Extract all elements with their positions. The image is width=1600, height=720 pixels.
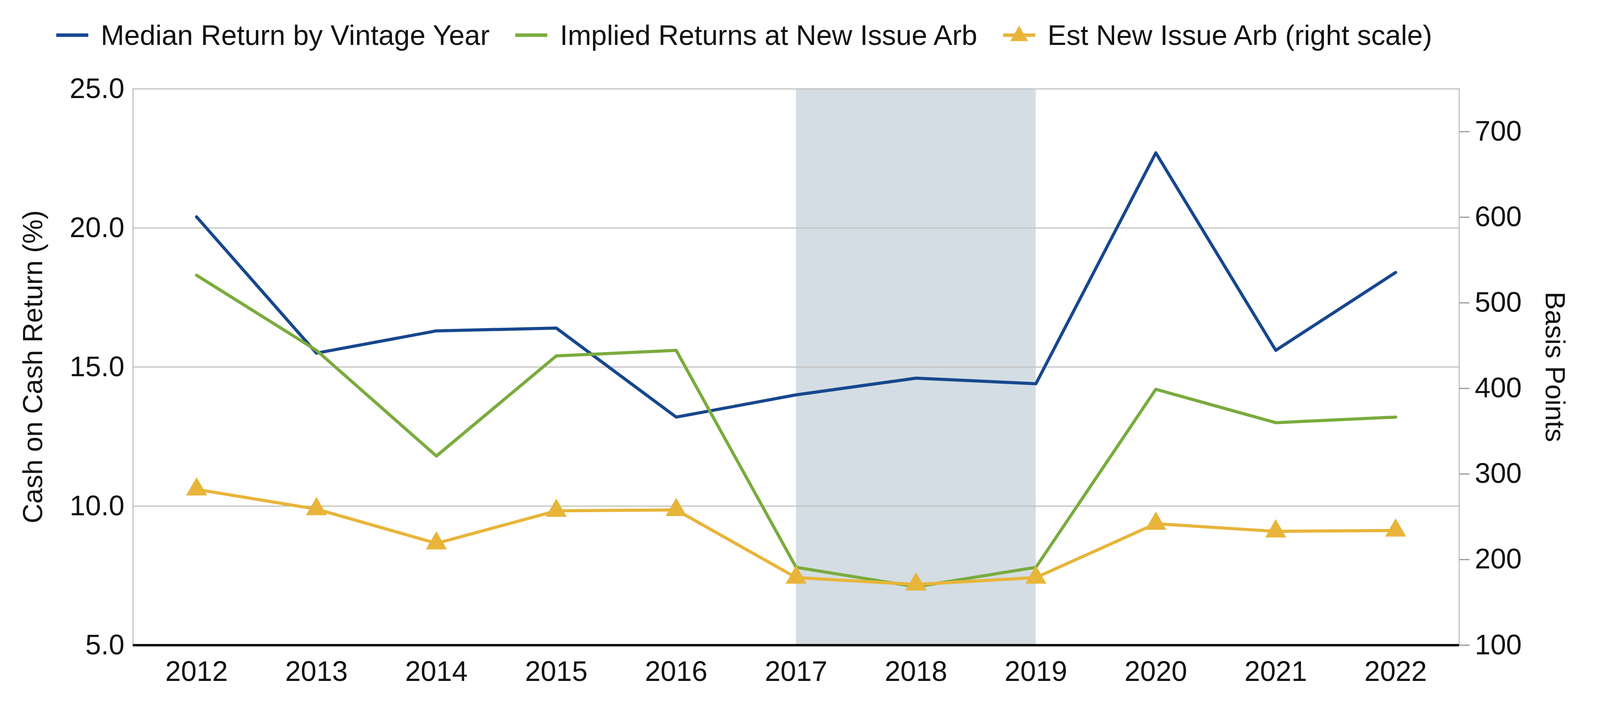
svg-text:20.0: 20.0 bbox=[69, 211, 125, 243]
svg-text:Cash on Cash Return (%): Cash on Cash Return (%) bbox=[17, 210, 49, 524]
html-text:Est New Issue Arb (right scale: Est New Issue Arb (right scale) bbox=[1047, 19, 1433, 51]
svg-text:2017: 2017 bbox=[764, 655, 828, 687]
svg-text:2014: 2014 bbox=[405, 655, 468, 687]
html-text:Median Return by Vintage Year: Median Return by Vintage Year bbox=[100, 19, 490, 51]
svg-text:2018: 2018 bbox=[884, 655, 948, 687]
svg-text:100: 100 bbox=[1475, 628, 1522, 661]
svg-text:Basis Points: Basis Points bbox=[1539, 291, 1571, 442]
svg-text:2013: 2013 bbox=[285, 655, 348, 687]
svg-text:5.0: 5.0 bbox=[85, 628, 125, 661]
html-text:Implied Returns at New Issue A: Implied Returns at New Issue Arb bbox=[559, 19, 978, 51]
svg-text:10.0: 10.0 bbox=[69, 489, 125, 522]
svg-text:600: 600 bbox=[1475, 200, 1522, 233]
svg-text:25.0: 25.0 bbox=[69, 72, 125, 104]
svg-text:2019: 2019 bbox=[1004, 655, 1068, 687]
svg-text:400: 400 bbox=[1475, 371, 1522, 404]
svg-text:300: 300 bbox=[1475, 457, 1522, 489]
svg-text:2016: 2016 bbox=[644, 655, 708, 687]
svg-text:200: 200 bbox=[1475, 542, 1522, 575]
svg-text:500: 500 bbox=[1475, 286, 1522, 318]
svg-text:2022: 2022 bbox=[1364, 655, 1427, 687]
svg-text:2021: 2021 bbox=[1244, 655, 1308, 687]
svg-text:2020: 2020 bbox=[1124, 655, 1188, 687]
svg-text:15.0: 15.0 bbox=[69, 350, 125, 383]
svg-text:700: 700 bbox=[1475, 115, 1522, 147]
svg-text:2012: 2012 bbox=[165, 655, 228, 687]
svg-text:2015: 2015 bbox=[525, 655, 588, 687]
